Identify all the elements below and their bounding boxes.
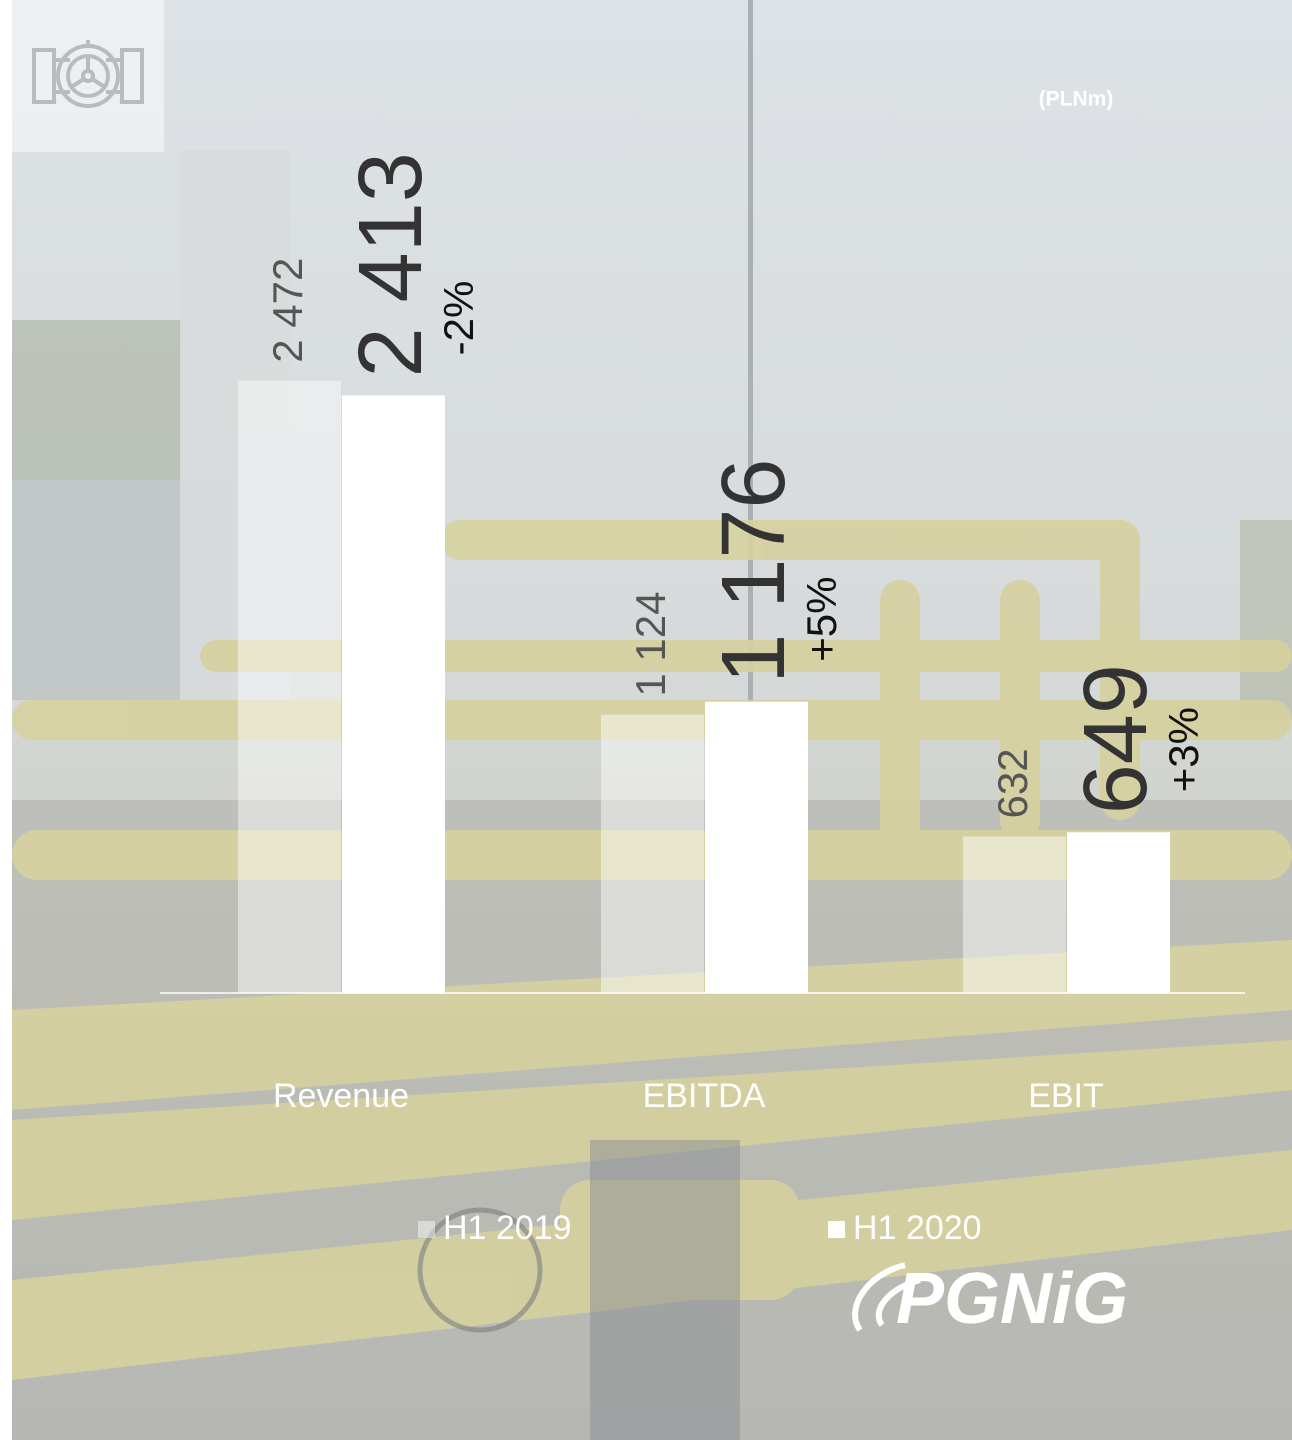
value-label: 1 124 xyxy=(627,592,674,697)
value-label: 649 xyxy=(1066,664,1166,814)
legend-swatch xyxy=(418,1221,435,1238)
value-label: 2 472 xyxy=(264,258,311,363)
legend-label: H1 2020 xyxy=(853,1209,982,1247)
bar xyxy=(963,836,1066,993)
x-tick-label: Revenue xyxy=(273,1077,409,1115)
value-label: 1 176 xyxy=(704,459,804,684)
change-label: +3% xyxy=(1160,707,1207,792)
legend-swatch xyxy=(828,1221,845,1238)
logo-flame xyxy=(852,1262,921,1332)
change-label: -2% xyxy=(435,281,482,356)
legend-label: H1 2019 xyxy=(443,1209,572,1247)
bar xyxy=(238,380,341,993)
unit-label: (PLNm) xyxy=(1039,88,1114,111)
bar xyxy=(705,701,808,993)
value-label: 632 xyxy=(989,748,1036,818)
x-tick-label: EBITDA xyxy=(643,1077,766,1115)
value-label: 2 413 xyxy=(341,152,441,377)
bar xyxy=(601,714,704,993)
x-tick-label: EBIT xyxy=(1028,1077,1104,1115)
bar xyxy=(342,395,445,993)
logo-text: PGNiG xyxy=(896,1259,1128,1339)
bar xyxy=(1067,832,1170,993)
app-icon xyxy=(12,0,164,152)
change-label: +5% xyxy=(798,577,845,662)
